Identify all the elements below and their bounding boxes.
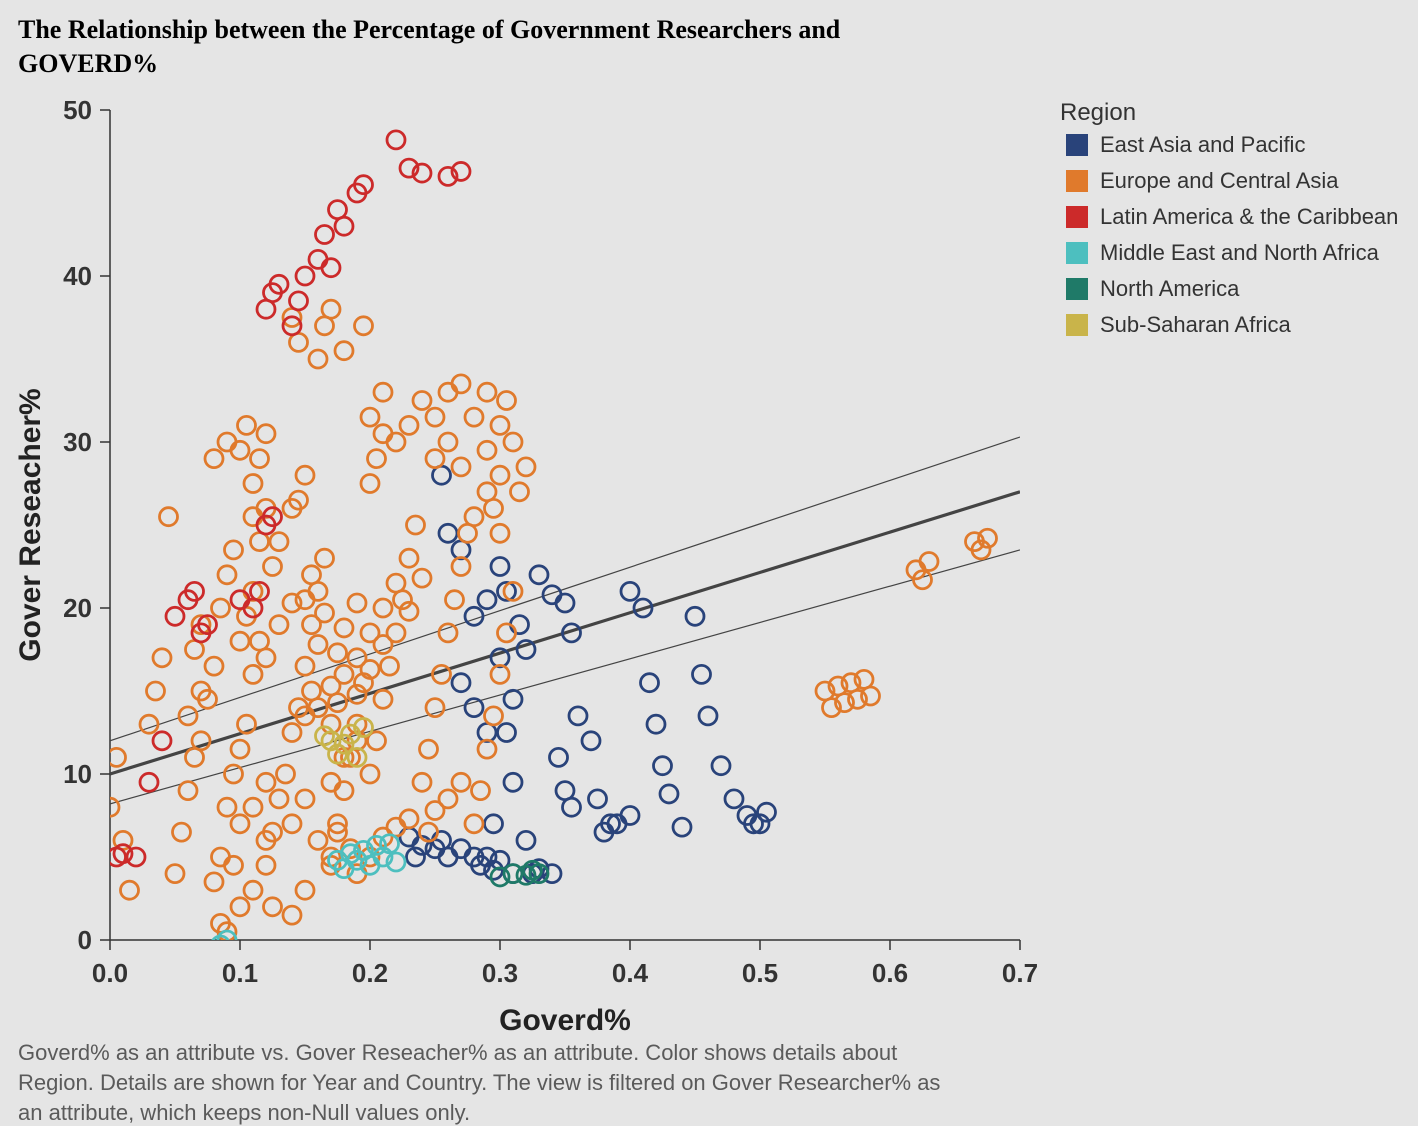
legend-swatch bbox=[1066, 242, 1088, 264]
x-tick-label: 0.3 bbox=[482, 958, 518, 988]
legend-title: Region bbox=[1060, 99, 1136, 126]
chart-title-line2: GOVERD% bbox=[18, 49, 158, 78]
x-tick-label: 0.0 bbox=[92, 958, 128, 988]
legend-swatch bbox=[1066, 170, 1088, 192]
legend-item-label: North America bbox=[1100, 276, 1240, 301]
x-axis-label: Goverd% bbox=[499, 1004, 631, 1037]
legend-item-label: Middle East and North Africa bbox=[1100, 240, 1380, 265]
legend-swatch bbox=[1066, 206, 1088, 228]
legend-item-label: Sub-Saharan Africa bbox=[1100, 312, 1292, 337]
x-tick-label: 0.7 bbox=[1002, 958, 1038, 988]
y-tick-label: 10 bbox=[63, 759, 92, 789]
legend-swatch bbox=[1066, 278, 1088, 300]
plot-area bbox=[110, 110, 1020, 940]
legend-item-label: Latin America & the Caribbean bbox=[1100, 204, 1398, 229]
caption-line3: an attribute, which keeps non-Null value… bbox=[18, 1100, 470, 1125]
x-tick-label: 0.1 bbox=[222, 958, 258, 988]
x-tick-label: 0.2 bbox=[352, 958, 388, 988]
chart-container: The Relationship between the Percentage … bbox=[0, 0, 1418, 1126]
legend-item-label: Europe and Central Asia bbox=[1100, 168, 1339, 193]
x-tick-label: 0.4 bbox=[612, 958, 649, 988]
legend-swatch bbox=[1066, 314, 1088, 336]
y-axis-label: Gover Reseacher% bbox=[14, 388, 47, 662]
legend-item-label: East Asia and Pacific bbox=[1100, 132, 1305, 157]
y-tick-label: 50 bbox=[63, 95, 92, 125]
y-tick-label: 30 bbox=[63, 427, 92, 457]
y-tick-label: 0 bbox=[78, 925, 92, 955]
x-tick-label: 0.5 bbox=[742, 958, 778, 988]
legend-swatch bbox=[1066, 134, 1088, 156]
caption-line1: Goverd% as an attribute vs. Gover Reseac… bbox=[18, 1040, 897, 1065]
caption-line2: Region. Details are shown for Year and C… bbox=[18, 1070, 940, 1095]
chart-title-line1: The Relationship between the Percentage … bbox=[18, 15, 841, 44]
scatter-chart: The Relationship between the Percentage … bbox=[0, 0, 1418, 1126]
x-tick-label: 0.6 bbox=[872, 958, 908, 988]
y-tick-label: 40 bbox=[63, 261, 92, 291]
y-tick-label: 20 bbox=[63, 593, 92, 623]
